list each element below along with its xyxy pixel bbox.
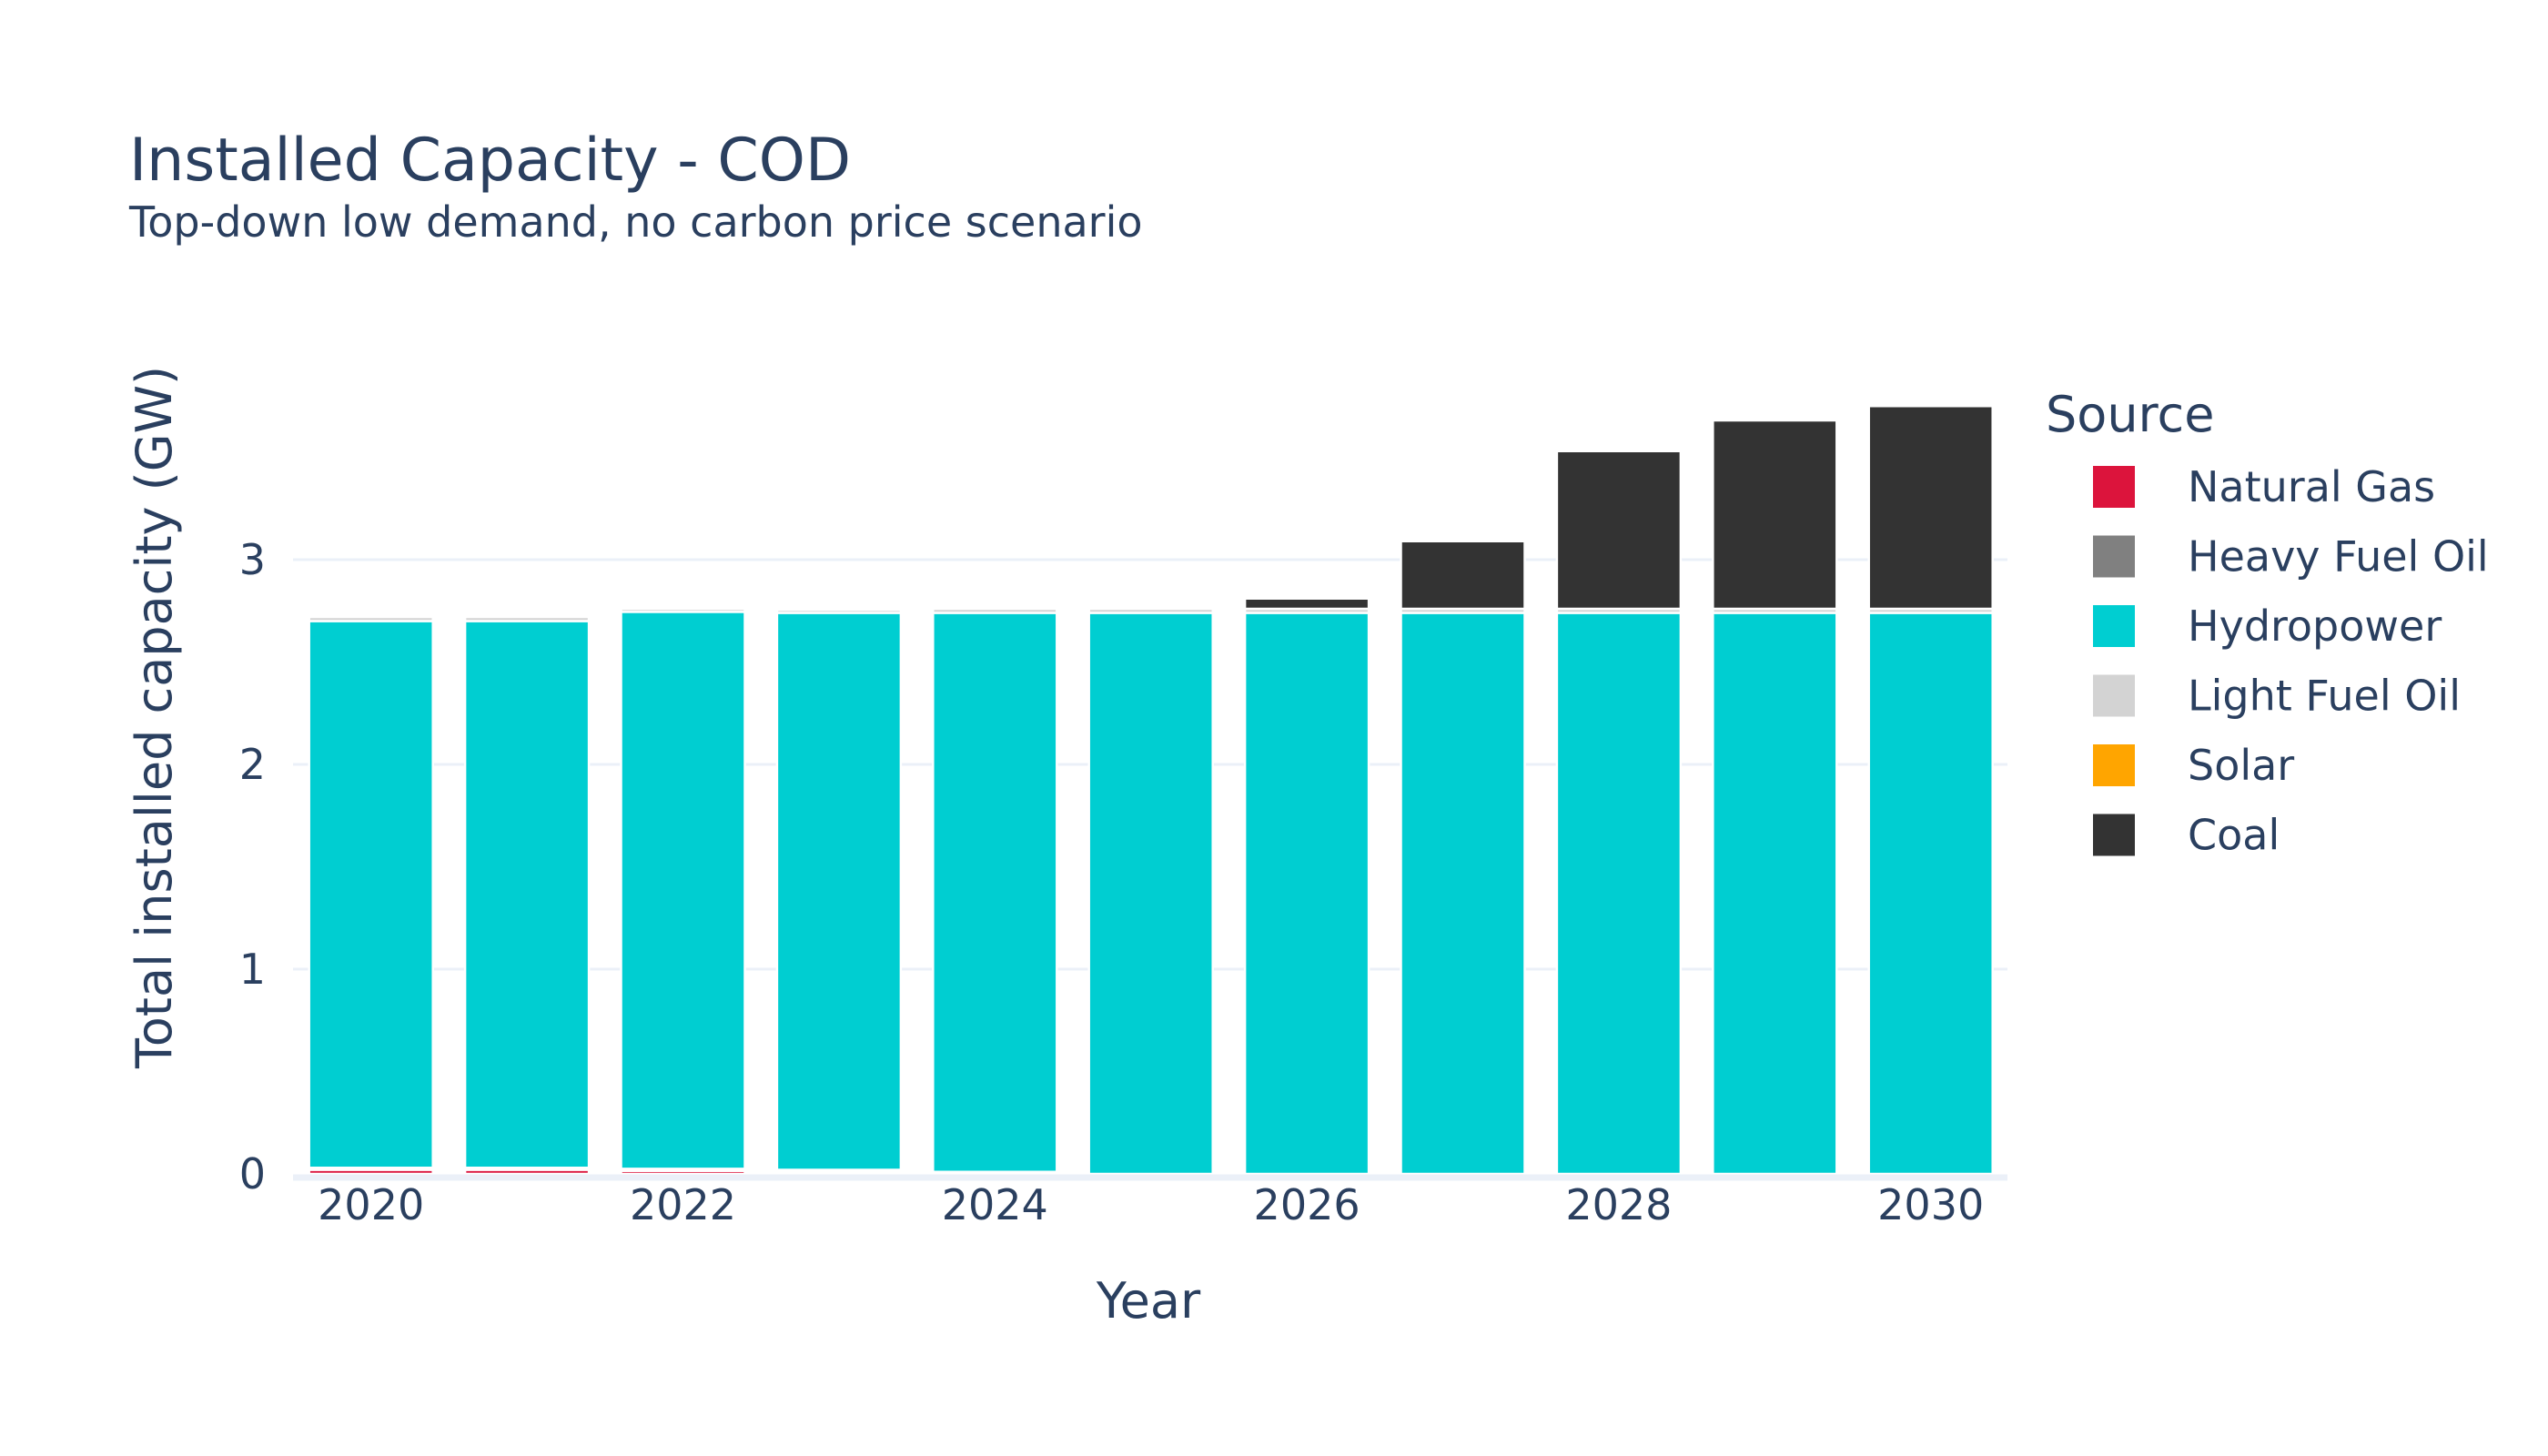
bar-segment: [932, 612, 1058, 1173]
x-tick-labels: 2020 2022 2024 2026 2028 2030: [318, 1180, 1984, 1229]
bar-segment: [1867, 405, 1994, 611]
bar-segment: [308, 620, 434, 1169]
legend-title: Source: [2046, 386, 2214, 443]
x-tick-label: 2028: [1565, 1180, 1672, 1229]
x-axis-label: Year: [1096, 1272, 1201, 1330]
legend-item-label: Heavy Fuel Oil: [2188, 532, 2489, 581]
legend-swatch: [2093, 674, 2135, 717]
legend-swatch: [2093, 466, 2135, 508]
x-tick-label: 2026: [1254, 1180, 1360, 1229]
legend: Natural Gas Heavy Fuel Oil Hydropower Light…: [2093, 462, 2489, 860]
bar-segment: [932, 607, 1058, 614]
bar-segment: [308, 615, 434, 622]
bar-segment: [463, 620, 591, 1169]
chart-subtitle: Top-down low demand, no carbon price sce…: [128, 197, 1143, 247]
y-tick-labels: 0 1 2 3: [239, 535, 266, 1198]
bar-segment: [1400, 612, 1526, 1176]
bar-segment: [775, 608, 903, 614]
bar-segment: [1087, 612, 1214, 1176]
bar-segment: [1400, 540, 1526, 611]
bar-segment: [1712, 612, 1838, 1176]
bar-segment: [1243, 612, 1370, 1176]
bar-segment: [1867, 612, 1994, 1176]
bar-segment: [620, 611, 746, 1170]
y-axis-label: Total installed capacity (GW): [126, 366, 183, 1069]
legend-item-label: Coal: [2188, 811, 2280, 860]
bar-segment: [1087, 607, 1214, 614]
y-tick-label: 0: [239, 1149, 266, 1198]
legend-item-label: Light Fuel Oil: [2188, 672, 2461, 721]
legend-swatch: [2093, 744, 2135, 786]
y-tick-label: 1: [239, 945, 266, 994]
bar-segment: [1243, 597, 1370, 611]
bar-segment: [1712, 419, 1838, 611]
legend-item-label: Solar: [2188, 741, 2294, 790]
y-tick-label: 3: [239, 535, 266, 584]
bar-segment: [775, 612, 903, 1171]
x-tick-label: 2022: [630, 1180, 736, 1229]
chart-title: Installed Capacity - COD: [129, 126, 851, 195]
legend-item-label: Hydropower: [2188, 602, 2442, 651]
legend-swatch: [2093, 535, 2135, 578]
bar-segment: [620, 607, 746, 613]
bar-stacks: [308, 405, 1994, 1176]
x-tick-label: 2024: [942, 1180, 1048, 1229]
legend-swatch: [2093, 814, 2135, 856]
y-tick-label: 2: [239, 740, 266, 789]
bar-segment: [1555, 450, 1683, 611]
legend-item-label: Natural Gas: [2188, 462, 2435, 511]
x-tick-label: 2030: [1877, 1180, 1984, 1229]
x-tick-label: 2020: [318, 1180, 424, 1229]
bar-segment: [1555, 612, 1683, 1176]
bar-segment: [463, 615, 591, 622]
legend-swatch: [2093, 605, 2135, 647]
